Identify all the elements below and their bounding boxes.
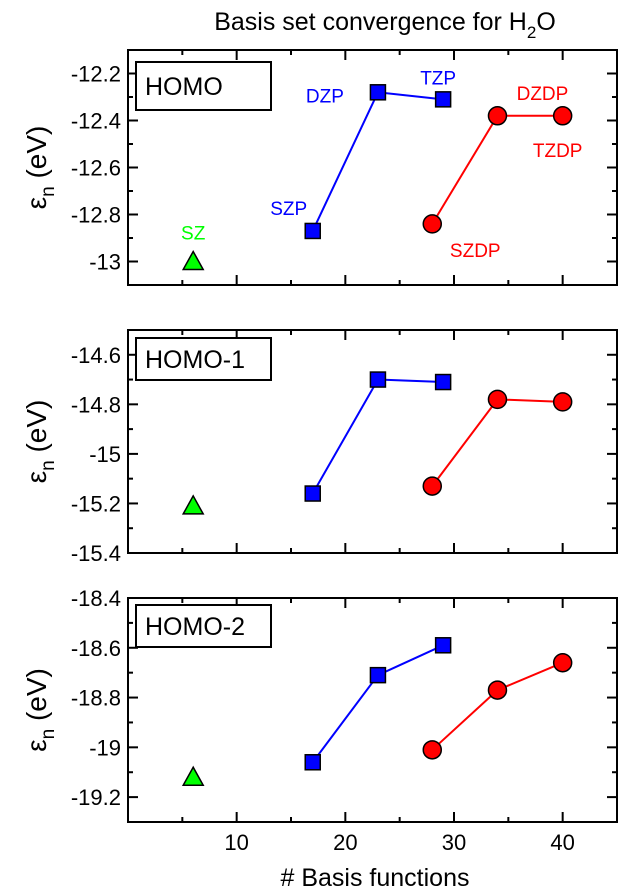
point-label: TZP	[420, 68, 456, 89]
point-label: SZDP	[450, 241, 501, 262]
red-series-line	[431, 398, 563, 487]
blue-series-point	[304, 754, 321, 771]
y-tick-label: -12.4	[71, 109, 121, 134]
blue-series-line	[311, 378, 444, 495]
y-axis-label-symbol: ε	[21, 471, 52, 483]
panel-label: HOMO-2	[145, 613, 245, 641]
red-series-point	[422, 214, 443, 234]
red-series-point	[422, 476, 443, 496]
y-tick-label: -15	[89, 442, 121, 467]
y-tick-label: -15.2	[71, 491, 121, 516]
y-tick-label: -19.2	[71, 785, 121, 810]
panel-1: -12.2 -12.4 -12.6 -12.8 -13 εn (eV) HOMO SZ SZP D…	[21, 49, 618, 286]
blue-series-point	[369, 371, 387, 388]
point-label: SZ	[181, 224, 206, 245]
blue-series-point	[434, 637, 452, 654]
panel-label: HOMO	[145, 73, 223, 101]
y-axis-label-symbol: ε	[21, 197, 52, 209]
y-axis-label-unit: (eV)	[21, 668, 52, 729]
blue-series-line	[311, 91, 444, 232]
point-label: TZDP	[533, 141, 583, 162]
y-tick-label: -14.6	[71, 343, 121, 368]
chart-title-main: Basis set convergence for H	[214, 8, 527, 36]
point-label: DZP	[306, 86, 344, 107]
x-tick-label: 10	[224, 830, 248, 855]
y-tick-label: -13	[89, 250, 121, 275]
x-tick-label: 40	[550, 830, 574, 855]
panel-label-box	[135, 604, 272, 648]
x-tick-label: 20	[333, 830, 357, 855]
point-label: SZP	[270, 199, 307, 220]
blue-series-point	[304, 222, 321, 240]
green-series-point	[181, 765, 205, 786]
x-axis-label: # Basis functions	[281, 864, 470, 891]
y-axis-label-symbol: ε	[21, 739, 52, 751]
red-series-point	[552, 106, 573, 126]
blue-series-point	[369, 84, 387, 101]
y-axis-label: εn (eV)	[21, 126, 59, 210]
panel-3: 10 20 30 40 -18.4 -18.6 -18.8 -19 -19.2 εn (eV) HO…	[21, 586, 618, 855]
red-series-point	[487, 389, 508, 410]
red-series-point	[552, 392, 573, 412]
chart-title-tail: O	[536, 8, 555, 36]
y-tick-label: -18.4	[71, 586, 121, 611]
y-tick-label: -19	[89, 735, 121, 760]
y-tick-label: -12.2	[71, 62, 121, 87]
y-axis-label-subscript: n	[38, 729, 59, 740]
blue-series-point	[434, 373, 452, 391]
plot-frame	[127, 329, 618, 554]
red-series-line	[431, 114, 563, 225]
point-label: DZDP	[517, 84, 569, 105]
blue-series-point	[369, 666, 387, 684]
y-tick-label: -12.8	[71, 203, 121, 228]
red-series-point	[552, 652, 573, 673]
red-series-point	[487, 680, 508, 700]
blue-series-point	[434, 91, 452, 108]
panel-label-box	[135, 61, 272, 111]
chart-title: Basis set convergence for H2O	[214, 8, 556, 42]
y-tick-label: -18.6	[71, 636, 121, 661]
y-tick-label: -18.8	[71, 686, 121, 711]
red-series-point	[422, 740, 443, 760]
y-axis-label-subscript: n	[38, 460, 59, 471]
y-axis-label-subscript: n	[38, 186, 59, 197]
blue-series-line	[311, 644, 444, 763]
green-series-point	[181, 249, 205, 271]
y-axis-label: εn (eV)	[21, 400, 59, 484]
y-tick-label: -12.6	[71, 156, 121, 181]
y-axis-label-unit: (eV)	[21, 400, 52, 461]
blue-series-point	[304, 485, 321, 502]
y-tick-label: -14.8	[71, 392, 121, 417]
y-axis-label: εn (eV)	[21, 668, 59, 752]
chart-title-subscript: 2	[527, 23, 536, 42]
panel-2: -14.6 -14.8 -15 -15.2 -15.4 εn (eV) HOMO-1	[21, 329, 618, 566]
green-series-point	[181, 494, 205, 515]
y-axis-label-unit: (eV)	[21, 126, 52, 187]
y-tick-label: -15.4	[71, 541, 121, 566]
plot-frame	[127, 597, 618, 823]
red-series-point	[487, 106, 508, 126]
x-tick-label: 30	[442, 830, 466, 855]
panel-label: HOMO-1	[145, 346, 245, 374]
red-series-line	[431, 661, 564, 751]
panel-label-box	[135, 337, 272, 381]
